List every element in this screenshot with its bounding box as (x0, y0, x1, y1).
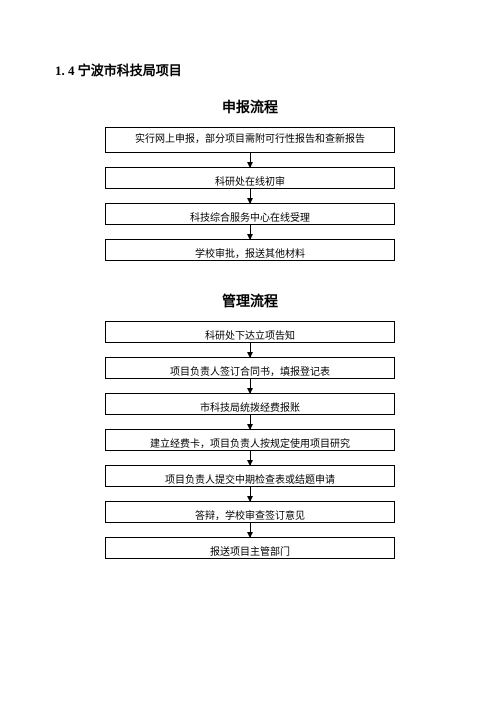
flow1-title: 申报流程 (55, 97, 445, 117)
arrow-icon (250, 225, 251, 239)
arrow-icon (250, 415, 251, 429)
step-label: 科技综合服务中心在线受理 (190, 214, 310, 224)
flow2-step-7: 报送项目主管部门 (105, 537, 395, 559)
flow1-step-1: 实行网上申报，部分项目需附可行性报告和查新报告 (105, 127, 395, 153)
step-label: 科研处下达立项告知 (205, 332, 295, 342)
flow2-title: 管理流程 (55, 291, 445, 311)
flow2-step-4: 建立经费卡，项目负责人按规定使用项目研究 (105, 429, 395, 451)
flow2-step-2: 项目负责人签订合同书，填报登记表 (105, 357, 395, 379)
flow1-step-3: 科技综合服务中心在线受理 (105, 203, 395, 225)
step-label: 市科技局统拨经费报账 (200, 404, 300, 414)
section-number-heading: 1. 4 宁波市科技局项目 (55, 60, 445, 79)
arrow-icon (250, 343, 251, 357)
step-label: 项目负责人签订合同书，填报登记表 (170, 368, 330, 378)
step-label: 学校审批，报送其他材料 (195, 250, 305, 260)
step-label: 答辩，学校审查签订意见 (195, 512, 305, 522)
step-label: 建立经费卡，项目负责人按规定使用项目研究 (150, 440, 350, 450)
step-label: 科研处在线初审 (215, 178, 285, 188)
step-label: 报送项目主管部门 (210, 548, 290, 558)
management-flowchart: 科研处下达立项告知 项目负责人签订合同书，填报登记表 市科技局统拨经费报账 建立… (55, 321, 445, 559)
flow2-step-3: 市科技局统拨经费报账 (105, 393, 395, 415)
flow2-step-5: 项目负责人提交中期检查表或结题申请 (105, 465, 395, 487)
arrow-icon (250, 379, 251, 393)
flow2-step-1: 科研处下达立项告知 (105, 321, 395, 343)
arrow-icon (250, 451, 251, 465)
arrow-icon (250, 523, 251, 537)
arrow-icon (250, 189, 251, 203)
application-flowchart: 实行网上申报，部分项目需附可行性报告和查新报告 科研处在线初审 科技综合服务中心… (55, 127, 445, 261)
flow1-step-4: 学校审批，报送其他材料 (105, 239, 395, 261)
flow2-step-6: 答辩，学校审查签订意见 (105, 501, 395, 523)
arrow-icon (250, 487, 251, 501)
flow1-step-2: 科研处在线初审 (105, 167, 395, 189)
arrow-icon (250, 153, 251, 167)
step-label: 项目负责人提交中期检查表或结题申请 (165, 476, 335, 486)
